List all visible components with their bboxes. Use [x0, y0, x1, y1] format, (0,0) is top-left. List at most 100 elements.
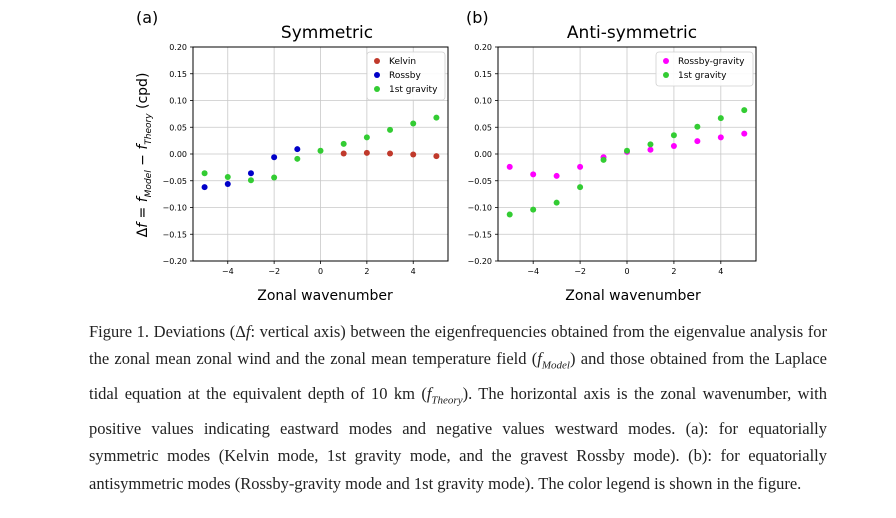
panel-a-y-tick-label-4: 0.00	[169, 150, 187, 159]
panel-b-legend-label-1: 1st gravity	[678, 71, 727, 81]
panel-b-y-tick-label-8: −0.20	[467, 257, 492, 266]
panel-a-point-1st-gravity-2	[247, 177, 254, 184]
caption-text-2: ) and those obtained from the Laplace ti…	[89, 349, 828, 404]
figure-canvas: Δf = fModel − fTheory (cpd) (a) Symmetri…	[135, 8, 757, 304]
panel-b-x-tick-label-1: −2	[574, 267, 586, 276]
panel-a-y-tick-label-1: 0.15	[169, 70, 187, 79]
panel-a-y-tick-label-8: −0.20	[162, 257, 187, 266]
caption-f-3: f	[426, 384, 432, 404]
panel-a-x-tick-label-3: 2	[364, 267, 369, 276]
panel-a-x-tick-label-4: 4	[411, 267, 416, 276]
panel-b-y-tick-label-5: −0.05	[467, 177, 492, 186]
caption-text-3: ). The horizontal axis is the zonal wave…	[89, 384, 827, 493]
panel-a-point-rossby-1	[224, 180, 231, 187]
panel-b-y-tick-label-2: 0.10	[474, 97, 492, 106]
panel-b-y-tick-label-7: −0.15	[467, 230, 492, 239]
panel-b-x-tick-label-4: 4	[718, 267, 723, 276]
panel-b-label: (b)	[466, 8, 489, 27]
panel-b-point-rossby-gravity-0	[506, 163, 513, 170]
panel-a-x-axis-label: Zonal wavenumber	[257, 288, 393, 304]
panel-b-y-tick-label-1: 0.15	[474, 70, 492, 79]
panel-a-title: Symmetric	[281, 23, 373, 43]
panel-a-legend-marker-0	[374, 58, 380, 64]
panel-a-point-rossby-2	[247, 170, 254, 177]
panel-a-point-kelvin-3	[410, 151, 417, 158]
panel-b-y-tick-label-3: 0.05	[474, 123, 492, 132]
y-axis-label: Δf = fModel − fTheory (cpd)	[135, 73, 154, 238]
panel-a-y-tick-label-7: −0.15	[162, 230, 187, 239]
panel-a-point-1st-gravity-7	[363, 134, 370, 141]
panel-a-point-kelvin-4	[433, 153, 440, 160]
panel-b-point-1st-gravity-1	[530, 206, 537, 213]
panel-a-y-tick-label-2: 0.10	[169, 97, 187, 106]
panel-a-symmetric: (a) Symmetric −4 −2 0 2 4 0.20 0.15 0.10 0.05 0.0…	[136, 8, 449, 304]
panel-a-y-tick-label-5: −0.05	[162, 177, 187, 186]
panel-b-points	[506, 107, 748, 218]
panel-b-point-1st-gravity-0	[506, 211, 513, 218]
panel-a-legend-label-0: Kelvin	[389, 57, 416, 67]
panel-a-legend-label-2: 1st gravity	[389, 85, 438, 95]
panel-b-legend-marker-0	[663, 58, 669, 64]
panel-a-legend-marker-1	[374, 72, 380, 78]
panel-b-point-1st-gravity-6	[647, 141, 654, 148]
panel-b-legend-label-0: Rossby-gravity	[678, 57, 745, 67]
panel-a-point-1st-gravity-5	[317, 147, 324, 154]
panel-b-point-rossby-gravity-6	[647, 146, 654, 153]
panel-b-point-rossby-gravity-8	[694, 138, 701, 145]
panel-b-point-1st-gravity-9	[717, 115, 724, 122]
panel-b-y-tick-label-4: 0.00	[474, 150, 492, 159]
panel-b-legend-marker-1	[663, 72, 669, 78]
panel-b-x-tick-label-2: 0	[624, 267, 629, 276]
panel-b-antisymmetric: (b) Anti-symmetric −4 −2 0 2 4 0.20 0.15 0.10 0.…	[466, 8, 757, 304]
caption-text-1: : vertical axis) between the eigenfreque…	[89, 322, 827, 369]
panel-a-legend-marker-2	[374, 86, 380, 92]
panel-a-legend-label-1: Rossby	[389, 71, 421, 81]
panel-a-x-tick-label-0: −4	[222, 267, 234, 276]
panel-a-y-tick-label-3: 0.05	[169, 123, 187, 132]
panel-b-y-tick-label-0: 0.20	[474, 43, 492, 52]
panel-a-y-tick-label-6: −0.10	[162, 204, 187, 213]
panel-a-point-1st-gravity-9	[410, 120, 417, 127]
panel-b-point-1st-gravity-10	[741, 107, 748, 114]
panel-b-point-rossby-gravity-3	[577, 163, 584, 170]
panel-b-point-1st-gravity-4	[600, 156, 607, 163]
panel-b-point-1st-gravity-3	[577, 184, 584, 191]
panel-b-title: Anti-symmetric	[567, 23, 697, 43]
figure-caption: Figure 1. Deviations (Δ f : vertical axis)…	[89, 318, 827, 497]
panel-b-legend-box	[655, 51, 754, 87]
panel-b-point-rossby-gravity-10	[741, 130, 748, 137]
panel-b-point-rossby-gravity-9	[717, 134, 724, 141]
panel-b-point-rossby-gravity-1	[530, 171, 537, 178]
panel-a-point-rossby-3	[271, 154, 278, 161]
panel-a-point-kelvin-0	[340, 150, 347, 157]
panel-a-point-1st-gravity-0	[201, 170, 208, 177]
panel-a-point-1st-gravity-10	[433, 114, 440, 121]
panel-a-point-1st-gravity-3	[271, 174, 278, 181]
panel-a-legend-box	[366, 51, 446, 101]
panel-a-legend: Kelvin Rossby 1st gravity	[366, 51, 446, 101]
panel-a-point-rossby-4	[294, 146, 301, 153]
panel-a-point-kelvin-2	[387, 150, 394, 157]
caption-sub-theory: Theory	[431, 394, 463, 407]
caption-prefix: Figure 1. Deviations (Δ	[89, 322, 246, 341]
panel-a-y-tick-label-0: 0.20	[169, 43, 187, 52]
panel-a-points	[201, 114, 440, 191]
panel-b-point-1st-gravity-8	[694, 123, 701, 130]
panel-a-point-1st-gravity-1	[224, 174, 231, 181]
panel-a-point-rossby-0	[201, 184, 208, 191]
panel-b-point-1st-gravity-5	[624, 147, 630, 154]
panel-a-label: (a)	[136, 8, 158, 27]
panel-a-point-1st-gravity-8	[387, 126, 394, 133]
panel-b-point-1st-gravity-2	[553, 199, 560, 206]
panel-b-y-tick-label-6: −0.10	[467, 204, 492, 213]
panel-b-point-rossby-gravity-2	[553, 172, 560, 179]
panel-a-point-1st-gravity-4	[294, 155, 301, 162]
panel-b-x-tick-label-0: −4	[527, 267, 539, 276]
panel-a-x-tick-label-1: −2	[268, 267, 280, 276]
panel-a-point-1st-gravity-6	[340, 140, 347, 147]
panel-b-point-1st-gravity-7	[670, 132, 677, 139]
caption-sub-model: Model	[541, 359, 570, 372]
panel-a-point-kelvin-1	[363, 149, 370, 156]
panel-b-legend: Rossby-gravity 1st gravity	[655, 51, 754, 87]
panel-b-point-rossby-gravity-7	[670, 142, 677, 149]
